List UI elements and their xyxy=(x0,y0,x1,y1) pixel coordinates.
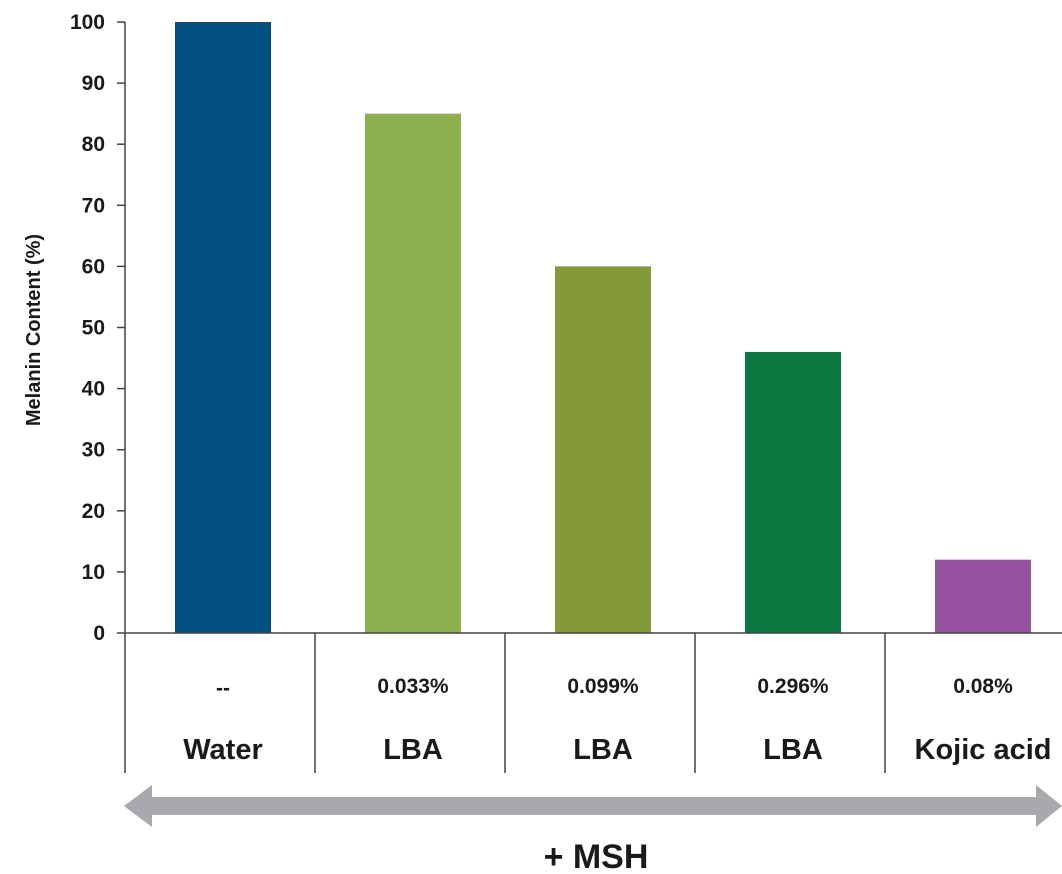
y-tick-label: 60 xyxy=(82,255,105,278)
treatment-label: LBA xyxy=(383,734,443,766)
y-tick-label: 40 xyxy=(82,378,105,401)
y-tick-label: 90 xyxy=(82,72,105,95)
y-axis-ticks: 0 10 20 30 40 50 60 70 80 90 100 xyxy=(70,11,125,645)
msh-double-arrow xyxy=(124,785,1062,827)
concentration-label: -- xyxy=(216,677,230,700)
y-tick-label: 0 xyxy=(93,622,105,645)
bar xyxy=(935,559,1031,633)
treatment-label: LBA xyxy=(763,734,823,766)
double-arrow-shape xyxy=(124,785,1062,827)
axes xyxy=(124,22,1062,773)
y-tick-label: 50 xyxy=(82,317,105,340)
y-tick-label: 30 xyxy=(82,439,105,462)
treatment-label: Water xyxy=(183,734,263,766)
bars xyxy=(175,22,1031,633)
y-tick-label: 10 xyxy=(82,561,105,584)
x-axis-categories: -- Water 0.033% LBA 0.099% LBA 0.296% LBA 0.08% K… xyxy=(183,675,1051,766)
y-tick-label: 20 xyxy=(82,500,105,523)
y-tick-label: 100 xyxy=(70,11,105,34)
msh-label: + MSH xyxy=(544,838,649,874)
bar xyxy=(555,266,651,633)
treatment-label: LBA xyxy=(573,734,633,766)
concentration-label: 0.099% xyxy=(567,675,639,698)
bar xyxy=(745,351,841,633)
y-tick-label: 80 xyxy=(82,133,105,156)
treatment-label: Kojic acid xyxy=(915,734,1052,766)
y-tick-label: 70 xyxy=(82,194,105,217)
bar xyxy=(175,22,271,633)
y-axis-label: Melanin Content (%) xyxy=(23,234,45,426)
concentration-label: 0.296% xyxy=(757,675,829,698)
bar xyxy=(365,113,461,633)
concentration-label: 0.08% xyxy=(953,675,1013,698)
concentration-label: 0.033% xyxy=(377,675,449,698)
